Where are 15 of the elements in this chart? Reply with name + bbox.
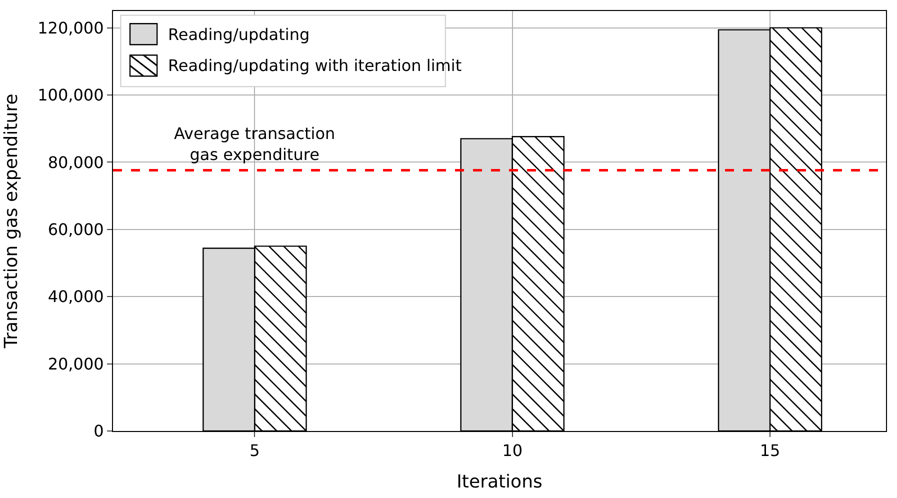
y-tick-label: 20,000 [48, 354, 104, 374]
legend-label: Reading/updating [168, 25, 310, 44]
y-tick-label: 100,000 [38, 86, 104, 105]
y-tick-label: 0 [94, 422, 104, 441]
y-tick-label: 80,000 [48, 152, 104, 172]
y-tick-label: 120,000 [38, 18, 104, 38]
legend-label: Reading/updating with iteration limit [168, 56, 462, 75]
y-tick-label: 60,000 [48, 220, 104, 239]
x-tick-label: 10 [502, 441, 523, 460]
y-tick-label: 40,000 [48, 287, 104, 306]
x-tick-label: 15 [760, 441, 780, 460]
x-tick-label: 5 [250, 441, 260, 460]
x-axis-title: Iterations [456, 471, 542, 492]
y-axis-title: Transaction gas expenditure [0, 94, 22, 350]
ref-line-label: Average transaction gas expenditure [174, 124, 336, 164]
